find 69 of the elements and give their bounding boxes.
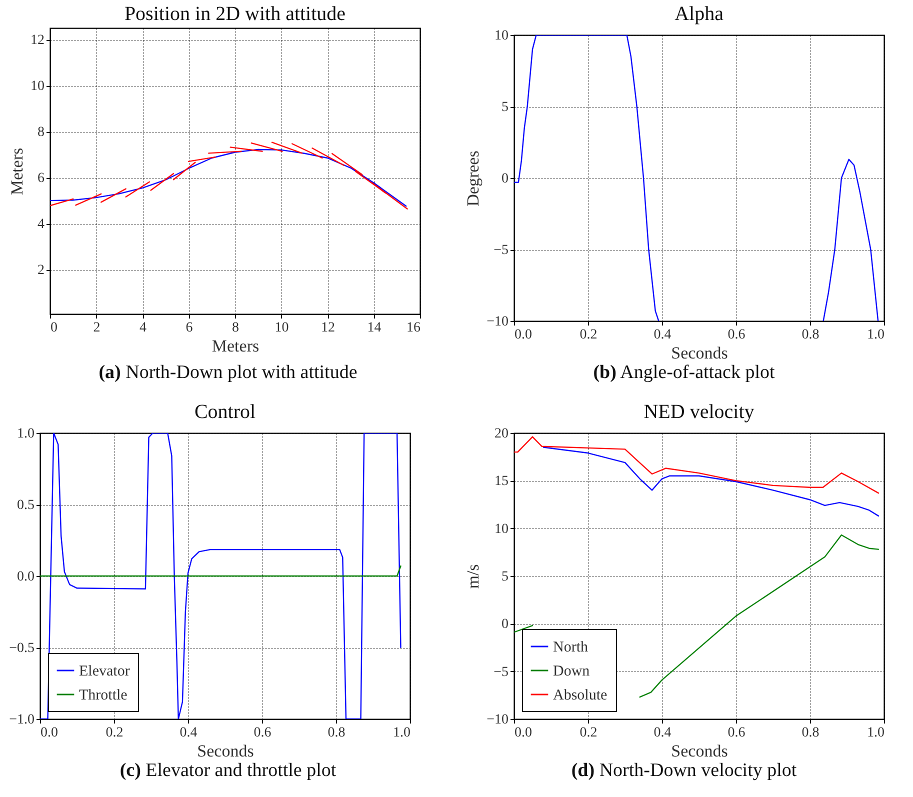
x-tick-label: 10 bbox=[274, 320, 289, 336]
x-tick-label: 0.4 bbox=[180, 726, 198, 740]
x-tick-label: 16 bbox=[406, 320, 420, 336]
y-tick-label: 12 bbox=[30, 33, 44, 48]
legend-label: Down bbox=[553, 664, 590, 680]
y-tick-label: 1.0 bbox=[17, 426, 34, 442]
y-tick-label: 6 bbox=[38, 171, 44, 186]
x-tick-label: 0.2 bbox=[580, 726, 598, 740]
x-tick-label: 8 bbox=[232, 320, 239, 336]
text: (b) Angle-of-attack plot bbox=[592, 362, 776, 384]
y-tick-label: 8 bbox=[38, 125, 44, 140]
y-axis-title: Meters bbox=[8, 148, 26, 196]
x-tick-label: 1.0 bbox=[393, 726, 410, 740]
y-tick-label: 0 bbox=[502, 172, 508, 186]
x-tick-label: 0.0 bbox=[514, 328, 532, 342]
x-tick-label: 1.0 bbox=[867, 726, 884, 740]
x-tick-label: 0 bbox=[50, 320, 58, 336]
y-tick-label: −0.5 bbox=[9, 641, 34, 656]
x-tick-label: 0.6 bbox=[728, 726, 746, 740]
x-tick-label: 0.6 bbox=[728, 328, 746, 342]
y-tick-label: −5 bbox=[494, 243, 508, 258]
x-tick-label: 2 bbox=[93, 320, 100, 336]
y-tick-label: 4 bbox=[38, 217, 44, 232]
x-axis-title: Meters bbox=[212, 336, 260, 356]
x-tick-label: 0.8 bbox=[802, 726, 820, 740]
x-tick-label: 0.4 bbox=[654, 726, 672, 740]
x-tick-label: 0.8 bbox=[328, 726, 346, 740]
legend-label: Elevator bbox=[79, 664, 130, 680]
y-tick-label: −1.0 bbox=[9, 712, 34, 728]
legend-label: Throttle bbox=[79, 688, 128, 704]
y-tick-label: −10 bbox=[486, 712, 508, 728]
x-tick-label: 0.8 bbox=[802, 328, 820, 342]
y-tick-label: 0 bbox=[502, 617, 508, 632]
y-tick-label: 20 bbox=[494, 426, 508, 442]
x-tick-label: 4 bbox=[140, 320, 146, 336]
y-tick-label: 10 bbox=[494, 28, 508, 44]
chart-title: NED velocity bbox=[644, 401, 754, 423]
x-tick-label: 0.6 bbox=[254, 726, 272, 740]
x-tick-label: 0.4 bbox=[654, 328, 672, 342]
legend-label: Absolute bbox=[553, 688, 608, 704]
y-axis-title: m/s bbox=[464, 564, 483, 589]
y-tick-label: −5 bbox=[494, 664, 508, 680]
y-tick-label: 5 bbox=[502, 100, 508, 115]
y-tick-label: 0.0 bbox=[17, 570, 34, 584]
text: (a) North-Down plot with attitude bbox=[98, 362, 358, 384]
text: (d) North-Down velocity plot bbox=[570, 760, 798, 782]
y-axis-title: Degrees bbox=[464, 150, 483, 206]
x-axis-title: Seconds bbox=[671, 344, 728, 362]
text: (c) Elevator and throttle plot bbox=[118, 760, 338, 782]
legend-label: North bbox=[553, 640, 588, 656]
y-tick-label: 15 bbox=[494, 474, 508, 490]
x-tick-label: 0.2 bbox=[106, 726, 124, 740]
x-axis-title: Seconds bbox=[197, 742, 254, 760]
chart-title: Position in 2D with attitude bbox=[124, 3, 346, 25]
x-tick-label: 1.0 bbox=[867, 328, 884, 342]
y-tick-label: 2 bbox=[38, 263, 44, 278]
x-tick-label: 0.2 bbox=[580, 328, 598, 342]
x-tick-label: 12 bbox=[321, 320, 335, 336]
y-tick-label: 10 bbox=[30, 79, 44, 94]
chart-title: Control bbox=[194, 401, 256, 423]
y-tick-label: 5 bbox=[502, 570, 508, 584]
y-tick-label: −10 bbox=[486, 314, 508, 330]
y-tick-label: 0.5 bbox=[17, 498, 34, 513]
x-axis-title: Seconds bbox=[671, 742, 728, 760]
x-tick-label: 0.0 bbox=[514, 726, 532, 740]
y-tick-label: 10 bbox=[494, 522, 508, 537]
chart-title: Alpha bbox=[674, 3, 724, 25]
x-tick-label: 14 bbox=[367, 320, 382, 336]
x-tick-label: 6 bbox=[186, 320, 193, 336]
